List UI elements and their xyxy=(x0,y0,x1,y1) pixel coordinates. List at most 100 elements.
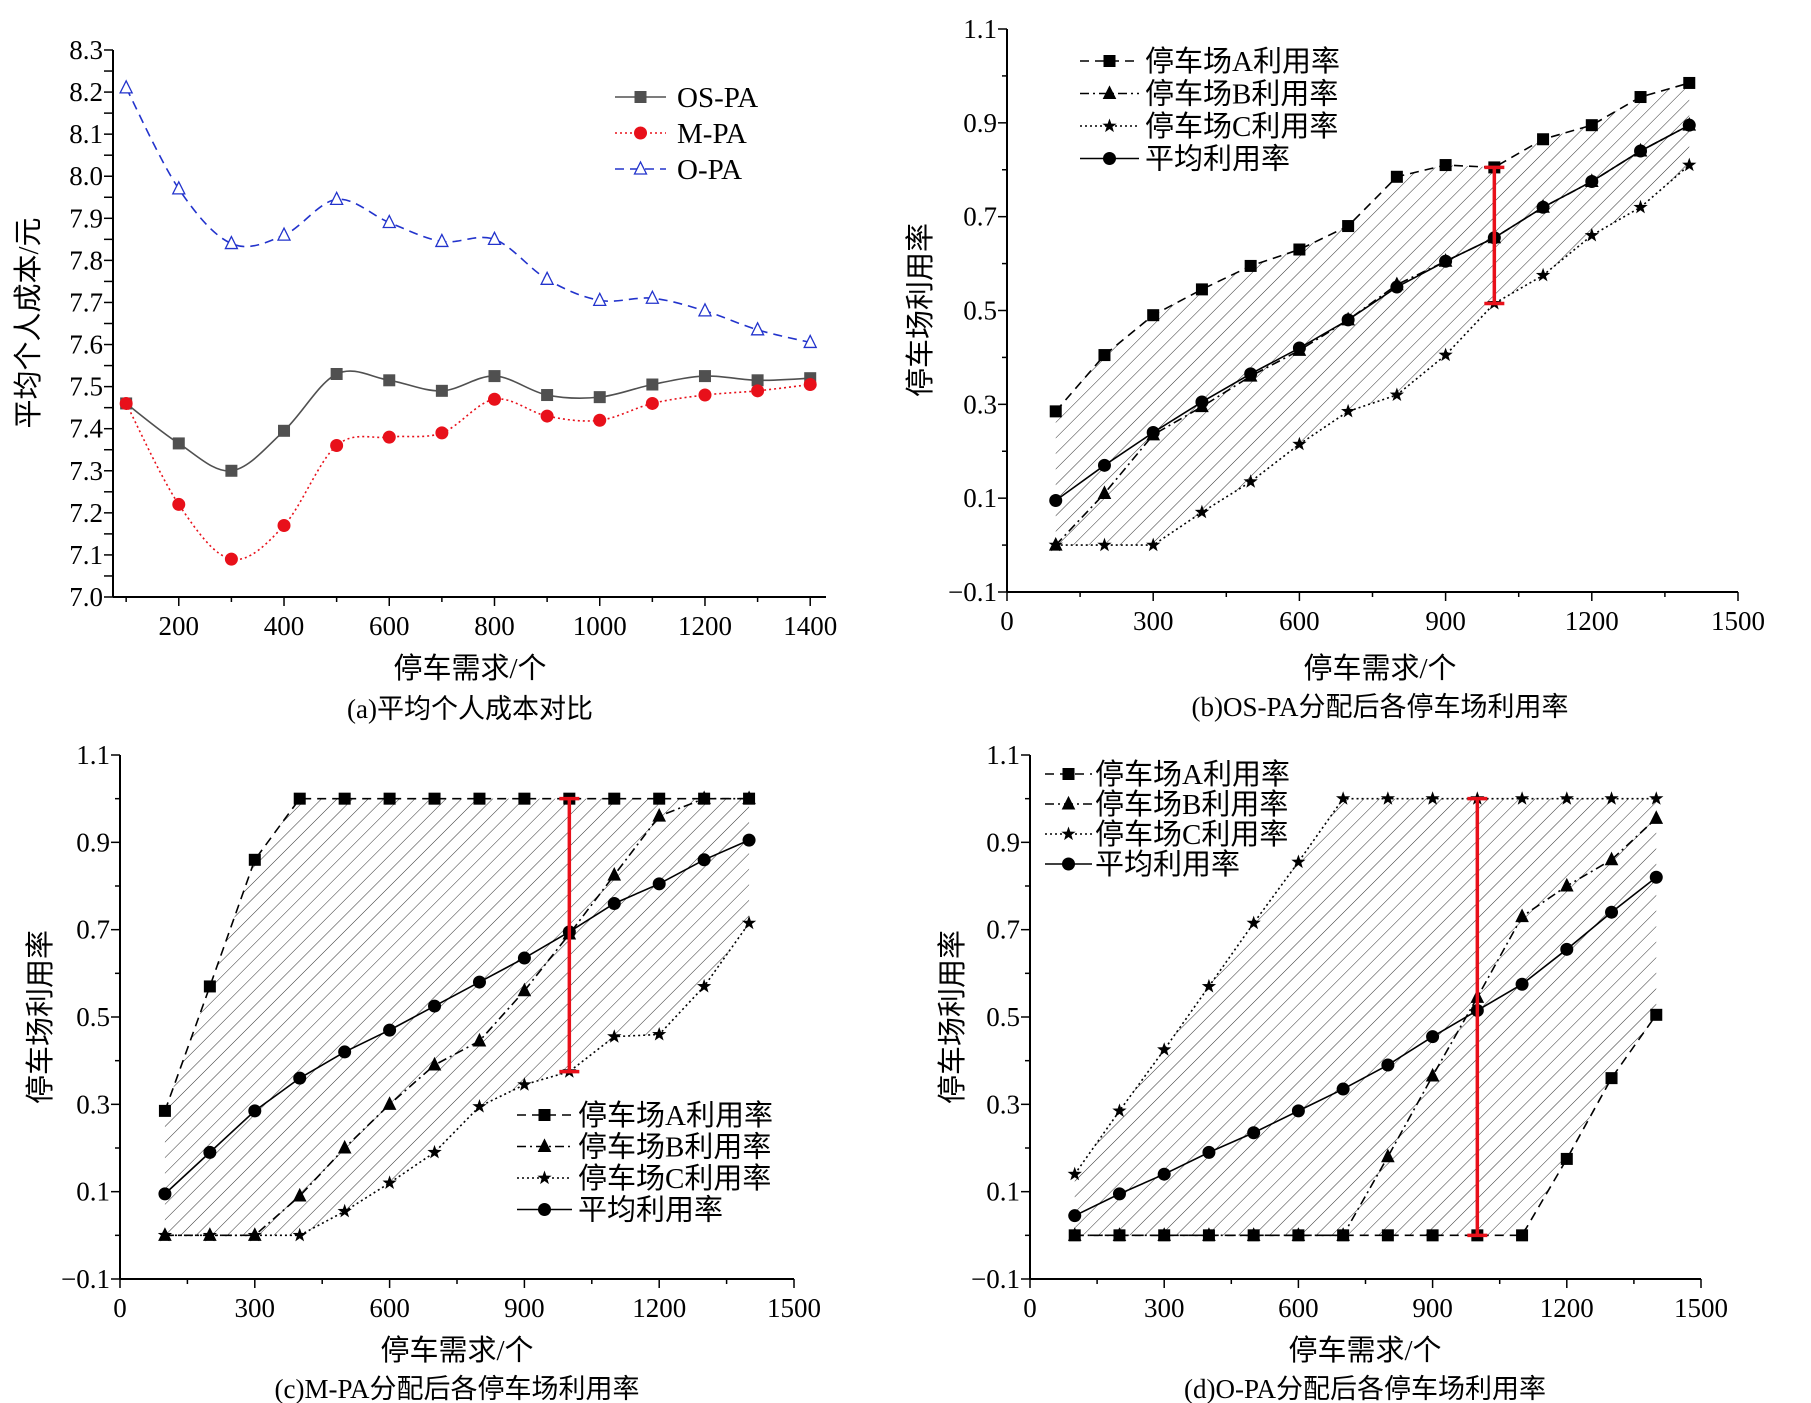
data-point-2 xyxy=(1067,1166,1082,1181)
data-point-3 xyxy=(1515,977,1529,991)
data-point-2 xyxy=(741,915,757,930)
data-point-2 xyxy=(1633,199,1648,214)
data-point-2 xyxy=(1438,347,1453,362)
data-point-0 xyxy=(653,792,666,805)
data-point-2 xyxy=(1389,387,1404,401)
series-line-1 xyxy=(164,797,750,1237)
data-point-0 xyxy=(293,792,306,805)
data-point-2 xyxy=(1336,791,1351,805)
data-point-3 xyxy=(1390,280,1404,294)
data-point-0 xyxy=(1342,220,1355,233)
data-point-3 xyxy=(1292,341,1306,355)
data-point-2 xyxy=(1292,436,1307,451)
x-tick-label: 900 xyxy=(1412,1293,1453,1323)
x-tick-label: 900 xyxy=(1425,606,1466,636)
y-tick-label: 7.2 xyxy=(69,498,103,528)
data-point-3 xyxy=(1146,425,1160,439)
data-point-0 xyxy=(1147,309,1160,322)
x-tick-label: 1200 xyxy=(1540,1293,1594,1323)
data-point-0 xyxy=(1516,1229,1529,1242)
data-point-2 xyxy=(652,1027,667,1041)
data-point-0 xyxy=(698,370,711,383)
data-point-1 xyxy=(607,866,622,881)
caption-a: (a)平均个人成本对比 xyxy=(347,694,593,724)
data-point-3 xyxy=(1097,458,1111,472)
y-tick-label: 0.5 xyxy=(963,296,997,326)
data-point-1 xyxy=(698,388,712,402)
data-point-0 xyxy=(338,792,351,805)
series-line-2 xyxy=(164,922,750,1237)
data-point-2 xyxy=(1604,791,1619,805)
data-point-3 xyxy=(1049,494,1063,508)
data-point-1 xyxy=(427,1056,442,1071)
y-tick-label: 7.7 xyxy=(69,287,103,317)
xlabel-c: 停车需求/个 xyxy=(380,1334,533,1367)
legend-label-0: 停车场A利用率 xyxy=(578,1099,773,1132)
data-point-0 xyxy=(1195,283,1208,296)
data-point-0 xyxy=(751,374,764,387)
legend-label-3: 平均利用率 xyxy=(1095,848,1240,881)
chart-panel-a: (a)平均个人成本对比 停车需求/个 平均个人成本/元 7.0 7.1 7.2 7.3… xyxy=(12,35,837,724)
data-point-2 xyxy=(1201,978,1217,993)
x-tick-label: 300 xyxy=(1144,1293,1185,1323)
data-point-3 xyxy=(383,1023,397,1037)
y-tick-label: 8.3 xyxy=(69,35,103,65)
data-point-1 xyxy=(224,552,238,566)
data-point-2 xyxy=(157,1227,173,1242)
x-tick-label: 600 xyxy=(369,611,410,641)
data-point-2 xyxy=(645,289,660,304)
xlabel-d: 停车需求/个 xyxy=(1288,1334,1441,1367)
chart-panel-b: (b)OS-PA分配后各停车场利用率 停车需求/个 停车场利用率 −0.1 0.1… xyxy=(904,14,1765,722)
data-point-2 xyxy=(592,291,607,307)
x-tick-label: 1200 xyxy=(678,611,732,641)
caption-c: (c)M-PA分配后各停车场利用率 xyxy=(274,1374,639,1403)
data-point-1 xyxy=(119,396,133,410)
data-point-3 xyxy=(472,975,486,989)
legend-label-0: 停车场A利用率 xyxy=(1145,45,1340,78)
data-point-3 xyxy=(1202,1145,1216,1159)
x-tick-label: 0 xyxy=(113,1293,127,1323)
data-point-0 xyxy=(1439,159,1452,172)
legend-label-0: 停车场A利用率 xyxy=(1095,758,1290,791)
data-point-2 xyxy=(337,1203,352,1218)
data-point-0 xyxy=(1537,133,1550,146)
data-point-2 xyxy=(1048,537,1063,552)
legend-marker-0 xyxy=(1062,768,1075,780)
data-point-2 xyxy=(247,1227,262,1242)
x-tick-label: 300 xyxy=(235,1293,276,1323)
data-point-1 xyxy=(1559,877,1574,892)
data-point-2 xyxy=(382,214,397,229)
legend-label-2: 停车场C利用率 xyxy=(1145,110,1338,143)
legend-label-1: M-PA xyxy=(677,118,747,150)
x-tick-label: 1500 xyxy=(1674,1293,1728,1323)
y-tick-label: 7.1 xyxy=(69,540,103,570)
x-tick-label: 1200 xyxy=(1565,606,1619,636)
data-point-0 xyxy=(1049,405,1062,418)
data-point-2 xyxy=(119,79,134,94)
series-line-1 xyxy=(1055,124,1690,546)
data-point-1 xyxy=(1336,1227,1350,1241)
data-point-2 xyxy=(1649,791,1664,805)
data-point-0 xyxy=(1098,349,1111,362)
data-point-0 xyxy=(1390,170,1403,183)
data-point-2 xyxy=(1425,791,1440,805)
data-point-3 xyxy=(1291,1104,1305,1118)
data-point-2 xyxy=(1559,791,1574,805)
data-point-3 xyxy=(1634,144,1648,158)
data-point-0 xyxy=(593,391,606,404)
data-point-1 xyxy=(803,378,817,392)
y-tick-label: −0.1 xyxy=(971,1264,1020,1294)
data-point-0 xyxy=(383,374,396,387)
legend-marker-0 xyxy=(634,91,647,103)
y-tick-label: 8.1 xyxy=(69,119,103,149)
y-tick-label: 8.0 xyxy=(69,161,103,191)
data-point-2 xyxy=(1291,854,1306,869)
data-point-1 xyxy=(1291,1227,1306,1241)
y-tick-label: 0.5 xyxy=(76,1002,110,1032)
legend-label-1: 停车场B利用率 xyxy=(1095,788,1288,821)
data-point-2 xyxy=(540,270,555,285)
data-point-3 xyxy=(1195,395,1209,409)
data-point-0 xyxy=(1585,119,1598,132)
data-point-1 xyxy=(751,384,765,398)
data-point-1 xyxy=(1246,1227,1261,1241)
